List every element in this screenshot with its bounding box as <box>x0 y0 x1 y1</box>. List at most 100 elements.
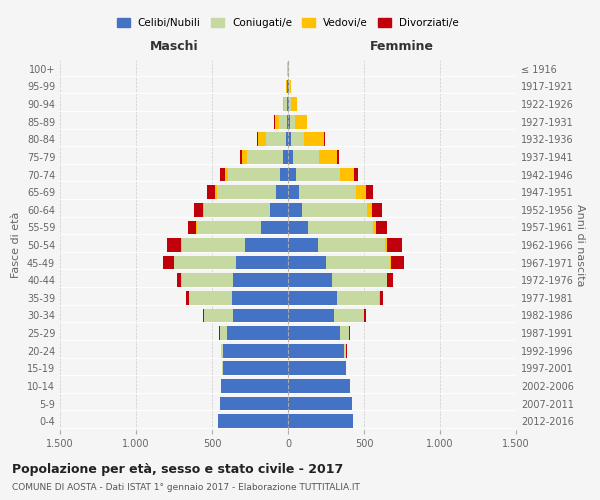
Bar <box>288 274 332 287</box>
Bar <box>376 220 387 234</box>
Bar <box>218 414 288 428</box>
Bar <box>356 186 365 199</box>
Bar <box>194 203 203 216</box>
Bar <box>332 274 387 287</box>
Bar <box>334 308 364 322</box>
Bar <box>245 238 288 252</box>
Bar <box>308 220 373 234</box>
Bar <box>292 97 297 111</box>
Bar <box>287 97 288 111</box>
Bar <box>247 150 283 164</box>
Bar <box>207 186 215 199</box>
Bar <box>186 291 189 304</box>
Bar <box>385 238 387 252</box>
Bar <box>288 80 289 94</box>
Bar <box>319 238 385 252</box>
Bar <box>189 291 232 304</box>
Bar <box>288 308 334 322</box>
Bar <box>344 344 346 358</box>
Bar <box>288 220 308 234</box>
Bar <box>288 362 346 375</box>
Bar <box>288 168 296 181</box>
Bar <box>223 344 288 358</box>
Text: Maschi: Maschi <box>149 40 199 53</box>
Bar <box>319 150 337 164</box>
Bar <box>220 168 225 181</box>
Text: Femmine: Femmine <box>370 40 434 53</box>
Bar <box>219 326 220 340</box>
Bar <box>188 220 196 234</box>
Bar <box>288 344 344 358</box>
Bar <box>205 308 233 322</box>
Bar <box>287 80 288 94</box>
Bar <box>391 256 404 270</box>
Bar <box>260 220 288 234</box>
Text: Popolazione per età, sesso e stato civile - 2017: Popolazione per età, sesso e stato civil… <box>12 462 343 475</box>
Bar <box>324 132 325 146</box>
Bar <box>220 396 288 410</box>
Bar <box>203 203 205 216</box>
Bar <box>293 150 319 164</box>
Bar <box>182 274 233 287</box>
Bar <box>288 291 337 304</box>
Bar <box>276 186 288 199</box>
Bar <box>288 132 291 146</box>
Bar <box>288 238 319 252</box>
Bar <box>284 97 287 111</box>
Bar <box>232 291 288 304</box>
Bar <box>367 203 371 216</box>
Bar <box>387 238 402 252</box>
Bar <box>373 220 376 234</box>
Bar <box>270 203 288 216</box>
Bar <box>197 220 260 234</box>
Bar <box>380 291 383 304</box>
Bar <box>337 150 339 164</box>
Bar <box>295 115 307 128</box>
Bar <box>296 168 340 181</box>
Bar <box>364 308 365 322</box>
Bar <box>196 220 197 234</box>
Bar <box>365 186 373 199</box>
Bar <box>182 238 245 252</box>
Bar <box>288 186 299 199</box>
Text: COMUNE DI AOSTA - Dati ISTAT 1° gennaio 2017 - Elaborazione TUTTITALIA.IT: COMUNE DI AOSTA - Dati ISTAT 1° gennaio … <box>12 484 360 492</box>
Bar <box>288 379 350 393</box>
Bar <box>349 326 350 340</box>
Bar <box>215 186 217 199</box>
Bar <box>326 256 390 270</box>
Bar <box>288 203 302 216</box>
Bar <box>288 150 293 164</box>
Bar <box>283 97 284 111</box>
Bar <box>286 132 288 146</box>
Bar <box>354 168 358 181</box>
Bar <box>340 168 354 181</box>
Bar <box>302 203 367 216</box>
Bar <box>221 344 223 358</box>
Bar <box>299 186 356 199</box>
Bar <box>221 379 288 393</box>
Bar <box>228 168 280 181</box>
Bar <box>387 274 394 287</box>
Bar <box>279 115 287 128</box>
Bar <box>337 291 379 304</box>
Bar <box>177 274 181 287</box>
Bar <box>225 168 228 181</box>
Bar <box>174 256 236 270</box>
Bar <box>290 115 295 128</box>
Bar <box>163 256 173 270</box>
Bar <box>233 274 288 287</box>
Bar <box>289 80 290 94</box>
Bar <box>291 132 304 146</box>
Y-axis label: Fasce di età: Fasce di età <box>11 212 21 278</box>
Bar <box>220 326 227 340</box>
Bar <box>227 326 288 340</box>
Bar <box>203 308 205 322</box>
Bar <box>289 97 292 111</box>
Bar <box>390 256 391 270</box>
Bar <box>340 326 349 340</box>
Bar <box>304 132 324 146</box>
Bar <box>280 168 288 181</box>
Bar <box>223 362 288 375</box>
Bar <box>283 150 288 164</box>
Bar <box>288 115 290 128</box>
